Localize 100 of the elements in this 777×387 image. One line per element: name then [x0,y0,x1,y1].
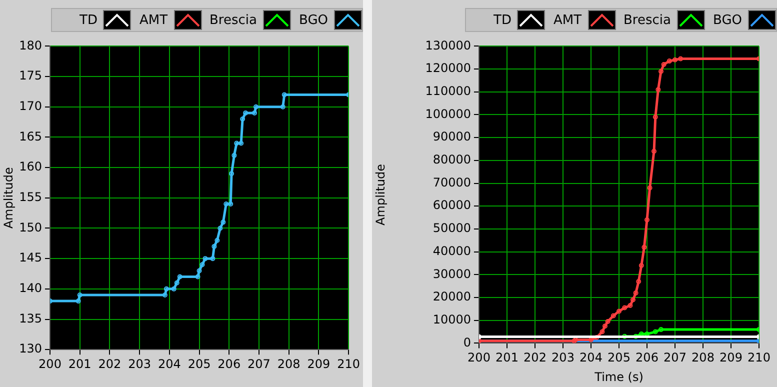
point [196,268,202,274]
point [200,262,205,268]
point [638,263,644,268]
y-tick-label: 155 [19,190,42,204]
point [642,244,647,250]
y-tick-label: 30000 [432,266,471,281]
y-tick-label: 160 [19,160,42,174]
legend-label: AMT [553,12,582,28]
y-tick-label: 20000 [432,290,471,304]
point [630,297,636,302]
y-tick-label: 80000 [432,152,471,167]
x-tick-label: 210 [748,350,770,365]
point [76,298,81,304]
point [174,280,180,286]
y-axis-title: Amplitude [1,167,16,229]
legend-label: AMT [139,12,168,28]
x-tick-label: 210 [337,356,360,371]
point [652,329,658,334]
x-axis-title: Time (s) [594,370,644,384]
x-tick-label: 208 [692,350,714,365]
point [633,290,638,296]
point [661,62,666,67]
x-tick-label: 200 [468,350,490,365]
point [656,87,661,92]
point [220,220,226,225]
point [224,201,229,206]
x-tick-label: 207 [248,356,270,371]
point [678,56,684,62]
point [605,318,610,324]
point [633,334,638,339]
point [666,58,672,64]
point [243,110,248,116]
point [202,256,208,262]
point [77,292,82,298]
x-tick-label: 205 [608,350,630,365]
point [622,334,628,339]
y-tick-label: 175 [19,68,42,83]
y-tick-label: 170 [19,99,42,114]
point [254,104,258,110]
point [232,152,237,158]
y-tick-label: 120000 [425,61,471,76]
point [162,292,168,298]
point [636,279,642,284]
legend-label: TD [80,12,98,28]
x-tick-label: 204 [580,350,602,365]
x-tick-label: 207 [664,350,686,365]
legend-label: BGO [299,12,328,28]
y-tick-label: 70000 [432,175,471,190]
y-tick-label: 90000 [432,130,471,144]
point [229,171,234,176]
y-tick-label: 130000 [425,38,471,52]
point [252,110,258,116]
point [228,201,234,206]
y-axis-title: Amplitude [373,164,388,226]
x-tick-label: 203 [552,350,574,365]
point [195,274,200,280]
x-tick-label: 209 [720,350,742,365]
legend-label: Brescia [210,12,257,28]
point [602,324,608,329]
y-tick-label: 110000 [425,84,471,98]
x-tick-label: 208 [277,356,300,371]
x-tick-label: 206 [636,350,658,365]
y-tick-label: 140 [19,281,42,296]
y-tick-label: 50000 [432,221,471,236]
x-tick-label: 200 [38,356,62,371]
point [652,148,656,154]
point [234,140,240,146]
point [628,303,633,308]
point [214,238,220,243]
x-tick-label: 201 [68,356,92,371]
point [177,274,182,280]
point [210,256,216,262]
point [238,140,244,146]
y-tick-label: 145 [19,250,42,265]
x-tick-label: 202 [98,356,122,371]
y-tick-label: 150 [19,220,42,234]
point [658,68,664,74]
point [616,308,622,314]
x-tick-label: 202 [524,350,546,365]
point [647,185,652,190]
x-tick-label: 203 [128,356,152,371]
y-tick-label: 0 [463,335,471,350]
y-tick-label: 10000 [432,312,471,326]
y-tick-label: 130 [19,342,42,356]
legend-label: BGO [713,12,742,28]
point [212,244,217,249]
point [610,313,616,318]
x-tick-label: 205 [188,356,211,371]
point [280,104,286,110]
y-tick-label: 60000 [432,198,471,212]
legend-label: TD [494,12,512,28]
legend-label: Brescia [624,12,671,28]
y-tick-label: 135 [19,311,42,326]
point [658,326,664,332]
point [672,57,678,62]
x-tick-label: 201 [496,350,518,365]
x-tick-label: 204 [158,356,181,371]
point [652,114,658,120]
y-tick-label: 100000 [425,106,471,121]
x-tick-label: 206 [218,356,241,371]
